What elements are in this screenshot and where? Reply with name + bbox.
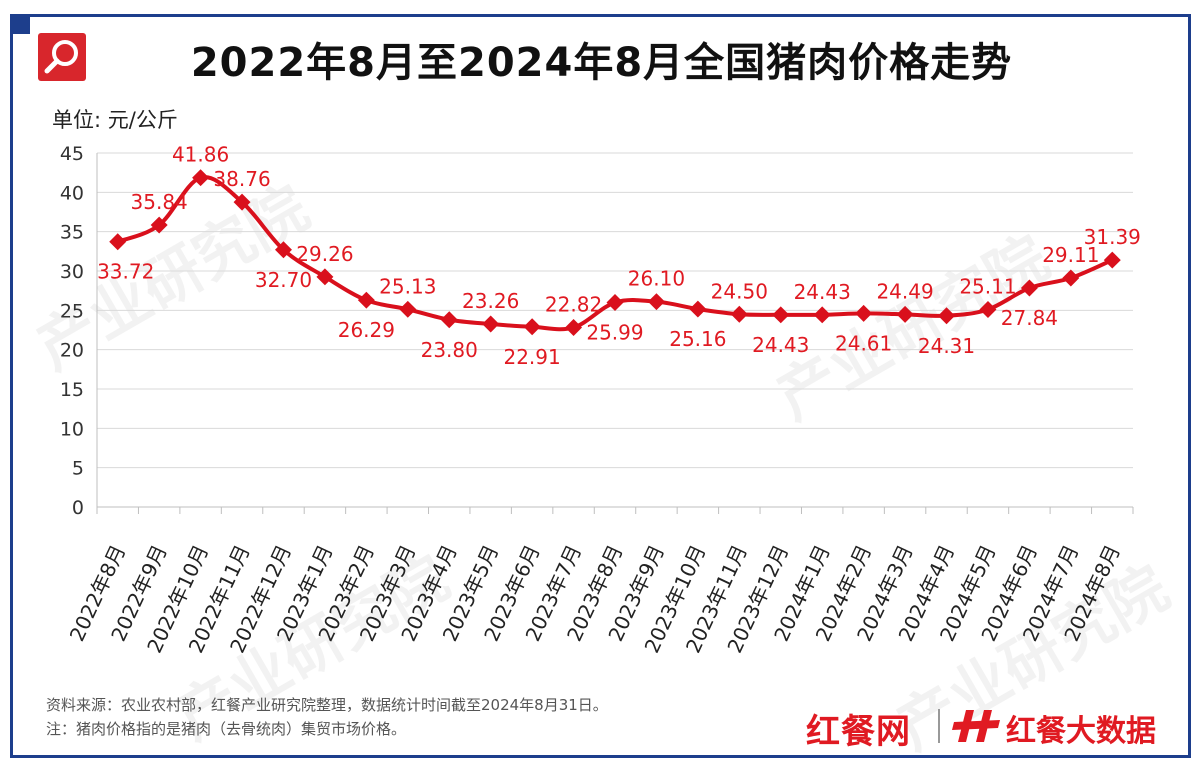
data-label: 24.49 [876,279,933,303]
data-point [1062,269,1080,287]
data-point [896,305,914,323]
data-label: 24.43 [794,280,851,304]
data-point [730,305,748,323]
data-label: 27.84 [1001,306,1058,330]
data-point [274,241,292,259]
data-point [150,216,168,234]
definition-note: 注：猪肉价格指的是猪肉（去骨统肉）集贸市场价格。 [46,720,407,738]
data-label: 25.16 [669,327,726,351]
data-label: 23.80 [421,338,478,362]
y-tick-label: 45 [60,143,84,165]
data-point [1020,279,1038,297]
source-note: 资料来源：农业农村部，红餐产业研究院整理，数据统计时间截至2024年8月31日。 [46,696,608,714]
frame-corner [10,14,30,34]
data-label: 25.99 [586,321,643,345]
data-point [979,300,997,318]
y-tick-label: 0 [72,497,84,519]
data-label: 32.70 [255,268,312,292]
data-point [689,300,707,318]
magnifier-icon [38,33,86,81]
y-tick-label: 15 [60,379,84,401]
data-label: 22.91 [503,345,560,369]
chart-frame [10,14,1191,758]
data-point [938,307,956,325]
data-label: 26.29 [338,318,395,342]
data-label: 29.11 [1042,243,1099,267]
data-label: 23.26 [462,289,519,313]
data-point [1103,251,1121,269]
data-point [399,300,417,318]
data-label: 41.86 [172,143,229,167]
data-label: 24.61 [835,331,892,355]
brand-data-text: 红餐大数据 [1006,714,1156,749]
data-point [813,306,831,324]
data-point [772,306,790,324]
y-tick-label: 40 [60,182,84,204]
data-point [109,233,127,251]
data-label: 33.72 [97,260,154,284]
y-tick-label: 10 [60,418,84,440]
brand-logo-text: 红餐网 [806,712,911,752]
y-tick-label: 20 [60,340,84,362]
data-point [523,318,541,336]
data-point [233,193,251,211]
unit-label: 单位: 元/公斤 [52,108,178,132]
data-point [440,311,458,329]
data-label: 25.13 [379,274,436,298]
data-label: 38.76 [213,167,270,191]
data-point [647,293,665,311]
brand-area: 红餐网 红餐大数据 [800,700,1180,752]
data-point [316,268,334,286]
data-point [192,169,210,187]
chart-title: 2022年8月至2024年8月全国猪肉价格走势 [190,40,1013,86]
data-label: 24.31 [918,334,975,358]
brand-separator [938,709,940,743]
data-label: 35.84 [131,190,188,214]
data-point [357,291,375,309]
data-label: 22.82 [545,292,602,316]
data-label: 24.50 [711,279,768,303]
y-tick-label: 5 [72,458,84,480]
data-point [606,294,624,312]
data-point [855,304,873,322]
data-point [482,315,500,333]
data-label: 31.39 [1084,225,1141,249]
data-label: 29.26 [296,242,353,266]
data-point [565,318,583,336]
data-label: 25.11 [959,274,1016,298]
data-label: 26.10 [628,267,685,291]
data-label: 24.43 [752,333,809,357]
y-tick-label: 35 [60,222,84,244]
y-tick-label: 30 [60,261,84,283]
y-tick-label: 25 [60,300,84,322]
brand-h-icon [952,708,1002,744]
